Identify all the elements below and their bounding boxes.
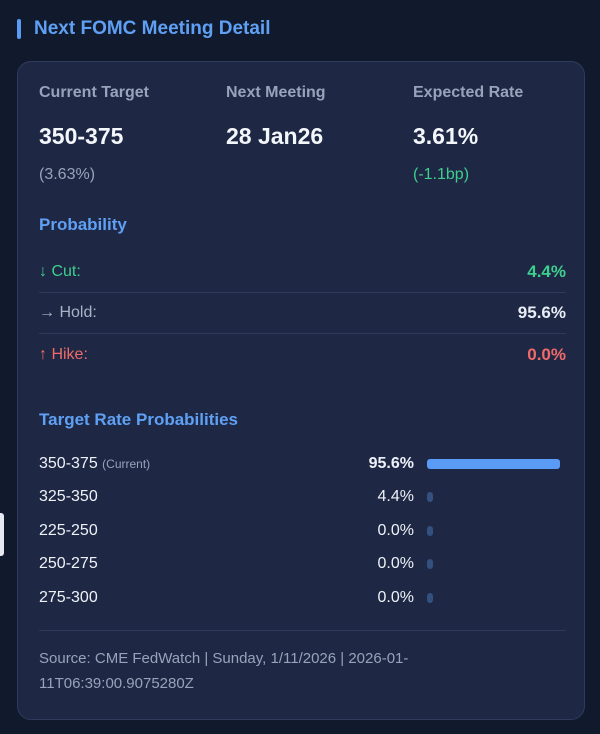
fomc-detail-card: Current Target 350-375 (3.63%) Next Meet…	[17, 61, 585, 720]
rate-range-text: 250-275	[39, 555, 98, 573]
rate-bar-fill	[427, 458, 560, 469]
rate-pct: 95.6%	[368, 454, 414, 472]
rate-pct: 0.0%	[377, 555, 414, 573]
rate-bar-fill	[427, 492, 434, 503]
stat-sub: (-1.1bp)	[413, 166, 470, 183]
current-tag: (Current)	[102, 456, 151, 471]
target-rates-heading: Target Rate Probabilities	[39, 410, 239, 429]
prob-value: 0.0%	[527, 344, 566, 364]
target-rate-row: 250-275 0.0%	[39, 548, 566, 582]
title-text: Next FOMC Meeting Detail	[34, 18, 271, 39]
prob-row-cut: ↓ Cut: 4.4%	[39, 252, 566, 293]
title-accent-bar	[17, 19, 21, 39]
rate-bar-track	[427, 525, 560, 536]
divider	[39, 630, 566, 631]
stat-next-meeting: Next Meeting 28 Jan26	[226, 84, 413, 184]
source-text: Source: CME FedWatch | Sunday, 1/11/2026…	[39, 650, 409, 692]
stat-label: Next Meeting	[226, 84, 326, 101]
stat-current-target: Current Target 350-375 (3.63%)	[39, 84, 226, 184]
stat-value: 350-375	[39, 123, 124, 149]
target-rate-row: 350-375 (Current) 95.6%	[39, 447, 566, 481]
prob-label: → Hold:	[39, 304, 97, 321]
rate-range-text: 350-375	[39, 454, 98, 472]
stat-value: 28 Jan26	[226, 123, 324, 149]
rate-bar-fill	[427, 525, 433, 536]
rate-range-text: 325-350	[39, 488, 98, 506]
stat-value: 3.61%	[413, 123, 479, 149]
rate-range-text: 275-300	[39, 588, 98, 606]
scroll-handle[interactable]	[0, 513, 4, 556]
probability-heading: Probability	[39, 215, 127, 234]
prob-value: 4.4%	[527, 262, 566, 281]
target-rate-row: 325-350 4.4%	[39, 481, 566, 515]
stat-label: Expected Rate	[413, 84, 524, 101]
rate-pct: 0.0%	[377, 521, 414, 539]
rate-range: 225-250	[39, 522, 299, 540]
target-rate-row: 225-250 0.0%	[39, 514, 566, 548]
rate-pct: 4.4%	[377, 488, 414, 506]
stat-expected-rate: Expected Rate 3.61% (-1.1bp)	[413, 84, 600, 184]
rate-range: 325-350	[39, 488, 299, 506]
prob-row-hold: → Hold: 95.6%	[39, 293, 566, 334]
rate-bar-fill	[427, 559, 433, 570]
stat-label: Current Target	[39, 84, 149, 101]
section-title: Next FOMC Meeting Detail	[17, 18, 270, 40]
rate-bar-track	[427, 592, 560, 603]
rate-range: 275-300	[39, 589, 299, 607]
stats-row: Current Target 350-375 (3.63%) Next Meet…	[39, 84, 600, 184]
target-rates-list: 350-375 (Current) 95.6% 325-350 4.4% 225…	[39, 447, 566, 615]
prob-row-hike: ↑ Hike: 0.0%	[39, 334, 566, 375]
prob-value: 95.6%	[517, 303, 566, 322]
rate-pct: 0.0%	[377, 588, 414, 606]
prob-label: ↓ Cut:	[39, 263, 81, 280]
stat-sub: (3.63%)	[39, 166, 96, 183]
target-rate-row: 275-300 0.0%	[39, 581, 566, 615]
rate-range: 250-275	[39, 555, 299, 573]
rate-range: 350-375 (Current)	[39, 455, 299, 473]
rate-range-text: 225-250	[39, 521, 98, 539]
rate-bar-track	[427, 458, 560, 469]
prob-label: ↑ Hike:	[39, 345, 88, 363]
rate-bar-track	[427, 492, 560, 503]
rate-bar-fill	[427, 592, 433, 603]
probability-list: ↓ Cut: 4.4% → Hold: 95.6% ↑ Hike: 0.0%	[39, 252, 566, 375]
rate-bar-track	[427, 559, 560, 570]
